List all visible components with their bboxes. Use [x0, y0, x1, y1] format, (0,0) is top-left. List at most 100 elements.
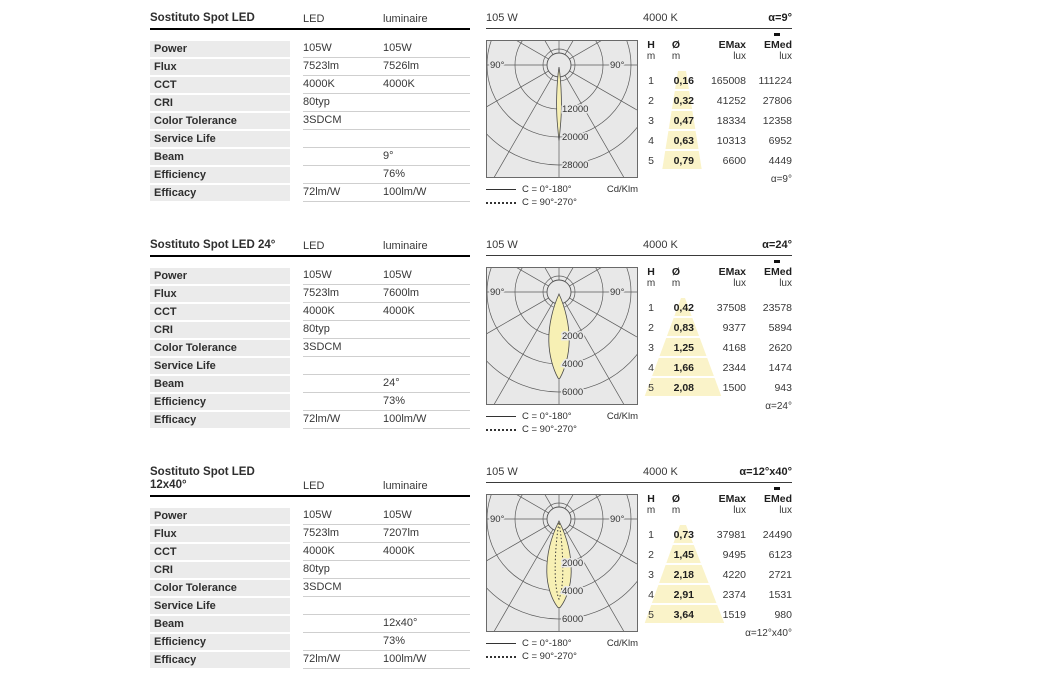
spec-led-value — [303, 358, 383, 374]
datasheet: Sostituto Spot LED LED luminaire Power 1… — [150, 12, 810, 700]
spec-luminaire-value: 7526lm — [383, 60, 420, 72]
spec-luminaire-value: 4000K — [383, 545, 415, 557]
spec-led-value: 72lm/W — [303, 653, 341, 665]
spec-values: 76% — [303, 167, 470, 184]
spec-values — [303, 598, 470, 615]
spec-luminaire-value: 24° — [383, 377, 400, 389]
angle-label-left: 90° — [490, 287, 505, 298]
spec-values: 4000K 4000K — [303, 77, 470, 94]
spec-row: Flux 7523lm 7526lm — [150, 59, 470, 77]
spec-values — [303, 131, 470, 148]
col-h-unit: m — [646, 51, 656, 62]
spec-row: Color Tolerance 3SDCM — [150, 113, 470, 131]
diagram-legend: C = 0°-180° Cd/Klm C = 90°-270° — [486, 637, 638, 663]
header-end-dash — [774, 260, 780, 263]
cell-emed: 24490 — [762, 529, 792, 541]
spec-row: Efficiency 73% — [150, 634, 470, 652]
photometry-row: 4 2,91 2374 1531 — [644, 585, 792, 605]
spec-luminaire-value: 105W — [383, 42, 412, 54]
spec-led-value: 7523lm — [303, 287, 340, 299]
photometry-row: 1 0,16 165008 111224 — [644, 71, 792, 91]
spec-label: CCT — [150, 304, 290, 320]
spec-values: 3SDCM — [303, 340, 470, 357]
spec-values: 105W 105W — [303, 41, 470, 58]
spec-values: 72lm/W 100lm/W — [303, 652, 470, 669]
spec-table: Sostituto Spot LED LED luminaire Power 1… — [150, 12, 470, 209]
spec-label: Color Tolerance — [150, 340, 290, 356]
spec-luminaire-value: 7207lm — [383, 527, 420, 539]
cell-height: 4 — [648, 135, 654, 147]
col-h-unit: m — [646, 278, 656, 289]
spec-led-value: 105W — [303, 42, 332, 54]
ring-label: 6000 — [562, 387, 583, 398]
spec-values: 73% — [303, 394, 470, 411]
spec-luminaire-value: 105W — [383, 269, 412, 281]
spec-luminaire-value — [383, 562, 470, 578]
cell-diameter: 0,79 — [673, 155, 694, 167]
cell-height: 2 — [648, 322, 654, 334]
cell-emed: 111224 — [758, 75, 792, 87]
photometry-row: 1 0,42 37508 23578 — [644, 298, 792, 318]
spec-led-value — [303, 616, 383, 632]
col-emax-unit: lux — [733, 505, 746, 516]
spec-label: Power — [150, 508, 290, 524]
col-diameter: Ø — [671, 493, 681, 505]
cell-height: 4 — [648, 589, 654, 601]
angle-label-right: 90° — [610, 60, 625, 71]
photometry-row: 5 3,64 1519 980 — [644, 605, 792, 625]
section-spot-led-9: Sostituto Spot LED LED luminaire Power 1… — [150, 12, 810, 209]
cell-diameter: 2,08 — [673, 382, 694, 394]
col-h: H — [647, 493, 655, 505]
spec-luminaire-value — [383, 580, 470, 596]
spec-rows: Power 105W 105W Flux 7523lm 7207lm — [150, 508, 470, 670]
cell-emax: 18334 — [716, 115, 746, 127]
spec-label: Flux — [150, 59, 290, 75]
photometric-block: 105 W 4000 K α=9° 90° 90° 12000 20000 — [486, 12, 792, 209]
photometric-block: 105 W 4000 K α=12°x40° 90° 90° 2000 — [486, 466, 792, 670]
spec-row: CCT 4000K 4000K — [150, 77, 470, 95]
spec-label: Power — [150, 41, 290, 57]
beam-angle-label: α=24° — [762, 239, 792, 251]
polar-diagram: 90° 90° 12000 20000 28000 C = 0°-180° Cd… — [486, 40, 638, 209]
alpha-footer: α=12°x40° — [745, 628, 792, 639]
cell-emed: 12358 — [762, 115, 792, 127]
cct-label: 4000 K — [643, 466, 678, 478]
spec-label: Beam — [150, 149, 290, 165]
spec-values: 7523lm 7600lm — [303, 286, 470, 303]
photometric-block: 105 W 4000 K α=24° 90° 90° 2000 4000 — [486, 239, 792, 436]
cell-height: 5 — [648, 609, 654, 621]
spec-row: CRI 80typ — [150, 95, 470, 113]
spec-led-value: 3SDCM — [303, 341, 342, 353]
diagram-legend: C = 0°-180° Cd/Klm C = 90°-270° — [486, 410, 638, 436]
spec-label: Beam — [150, 616, 290, 632]
product-title: Sostituto Spot LED 24° — [150, 239, 276, 251]
cell-height: 3 — [648, 115, 654, 127]
spec-luminaire-value: 73% — [383, 395, 406, 407]
legend-solid-line-swatch — [486, 416, 516, 417]
spec-values: 72lm/W 100lm/W — [303, 412, 470, 429]
spec-row: Beam 9° — [150, 149, 470, 167]
spec-luminaire-value: 105W — [383, 509, 412, 521]
cell-emed: 4449 — [768, 155, 792, 167]
spec-luminaire-value: 73% — [383, 635, 406, 647]
column-header-led: LED — [303, 240, 325, 252]
spec-table-header: Sostituto Spot LED 24° LED luminaire — [150, 239, 470, 257]
cct-label: 4000 K — [643, 239, 678, 251]
beam-shape — [548, 293, 570, 379]
col-emax-unit: lux — [733, 278, 746, 289]
photometry-rows: 1 0,16 165008 111224 2 0,32 41252 27806 — [644, 71, 792, 171]
spec-led-value: 4000K — [303, 545, 335, 557]
spec-led-value: 105W — [303, 269, 332, 281]
cell-diameter: 0,83 — [673, 322, 694, 334]
col-diameter: Ø — [671, 266, 681, 278]
spec-led-value — [303, 598, 383, 614]
spec-values: 4000K 4000K — [303, 544, 470, 561]
cell-diameter: 0,63 — [673, 135, 694, 147]
ring-label: 2000 — [562, 558, 583, 569]
spec-label: Efficacy — [150, 652, 290, 668]
photometric-header: 105 W 4000 K α=9° — [486, 12, 792, 29]
legend-dotted-line-swatch — [486, 201, 516, 204]
